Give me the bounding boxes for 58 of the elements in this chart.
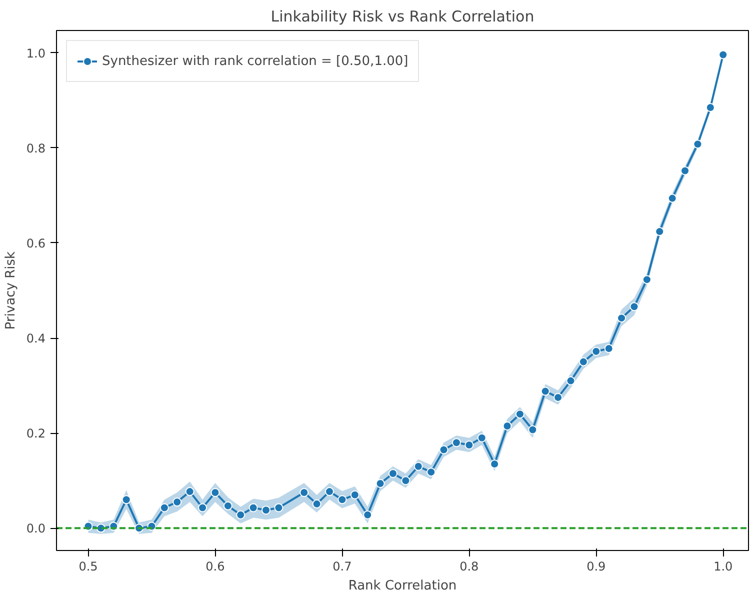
point: [350, 490, 360, 500]
point: [185, 487, 194, 496]
point: [464, 440, 474, 450]
y-tick-label: 1.0: [26, 46, 46, 60]
point: [248, 503, 258, 512]
point: [502, 421, 512, 430]
point: [528, 425, 538, 434]
point: [540, 386, 550, 396]
point: [655, 227, 664, 236]
y-tick-label: 0.6: [26, 236, 46, 250]
point: [578, 357, 588, 366]
point: [668, 194, 677, 203]
point: [262, 506, 271, 515]
point: [210, 488, 220, 498]
point: [172, 498, 182, 507]
point: [338, 495, 347, 504]
point: [324, 487, 334, 496]
x-tick-label: 0.6: [206, 560, 225, 574]
point: [452, 438, 461, 448]
point: [223, 501, 232, 510]
y-tick-label: 0.4: [26, 332, 46, 346]
point: [439, 445, 448, 454]
point: [718, 50, 728, 60]
y-tick-label: 0.2: [26, 426, 46, 441]
point: [198, 503, 208, 512]
point: [363, 510, 372, 520]
point: [300, 488, 309, 498]
point: [592, 346, 601, 356]
point: [401, 476, 410, 486]
point: [515, 410, 524, 419]
point: [566, 376, 576, 386]
y-tick-label: 0.8: [26, 141, 46, 156]
x-tick-label: 0.8: [460, 560, 479, 574]
point: [274, 503, 284, 512]
point: [160, 503, 169, 512]
legend-label: Synthesizer with rank correlation = [0.50,1.00]: [102, 54, 408, 68]
point: [426, 468, 436, 477]
y-tick-label: 0.0: [26, 522, 46, 536]
point: [554, 392, 563, 402]
x-axis-title: Rank Correlation: [348, 578, 457, 594]
point: [376, 478, 385, 488]
x-tick-label: 1.0: [714, 560, 733, 574]
y-axis-title: Privacy Risk: [3, 250, 18, 330]
x-tick-label: 0.9: [586, 560, 606, 574]
x-tick-label: 0.5: [78, 560, 98, 574]
point: [617, 314, 626, 323]
x-tick-label: 0.7: [332, 560, 352, 574]
point: [388, 469, 398, 478]
chart-title: Linkability Risk vs Rank Correlation: [270, 8, 534, 26]
point: [693, 140, 702, 149]
point: [604, 344, 614, 353]
point: [414, 462, 423, 471]
point: [706, 103, 715, 112]
point: [477, 433, 486, 442]
point: [630, 302, 639, 312]
point: [642, 275, 652, 284]
point: [312, 499, 322, 508]
point: [236, 510, 246, 520]
